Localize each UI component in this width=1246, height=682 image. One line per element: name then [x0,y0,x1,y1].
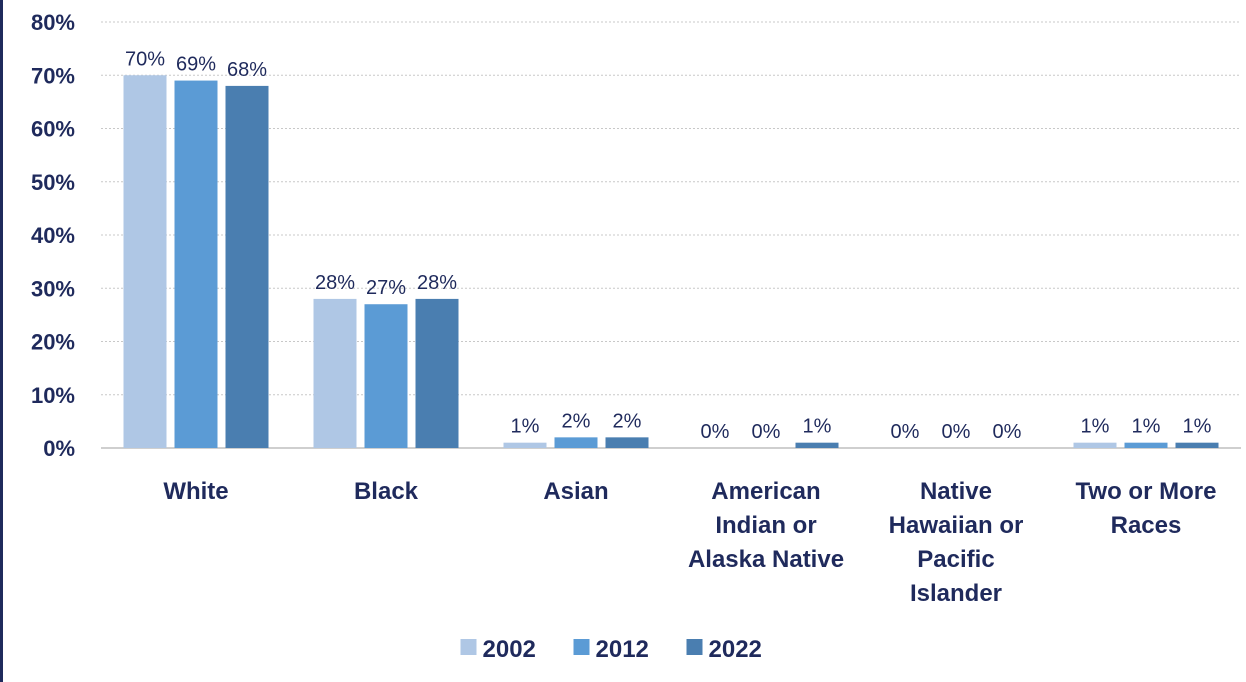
x-tick-label: Races [1111,512,1182,539]
data-label: 2% [613,410,642,432]
y-tick-label: 50% [31,170,75,195]
bar-2022 [415,298,459,448]
data-label: 1% [803,416,832,438]
legend-label: 2012 [596,636,649,663]
data-label: 1% [1081,416,1110,438]
y-tick-label: 20% [31,330,75,355]
x-tick-label: Native [920,478,992,505]
data-label: 28% [315,272,355,294]
x-tick-label: Two or More [1076,478,1217,505]
bar-2022 [795,442,839,448]
data-label: 27% [366,277,406,299]
data-label: 0% [942,421,971,443]
y-tick-label: 80% [31,10,75,35]
legend-swatch [460,639,477,655]
bar-2012 [1124,442,1168,448]
data-label: 1% [511,416,540,438]
x-tick-label: Pacific [917,546,994,573]
data-label: 0% [701,421,730,443]
data-label: 0% [891,421,920,443]
x-tick-label: Black [354,478,419,505]
data-label: 28% [417,272,457,294]
data-label: 70% [125,48,165,70]
bar-2002 [313,298,357,448]
y-tick-label: 30% [31,276,75,301]
bar-2002 [503,442,547,448]
x-tick-label: Alaska Native [688,546,844,573]
x-tick-label: Indian or [715,512,816,539]
bar-2002 [123,75,167,448]
data-label: 1% [1183,416,1212,438]
data-label: 69% [176,54,216,76]
bar-2012 [364,304,408,448]
data-label: 1% [1132,416,1161,438]
x-tick-label: American [711,478,820,505]
y-tick-label: 40% [31,223,75,248]
legend-swatch [573,639,590,655]
x-tick-label: Hawaiian or [889,512,1024,539]
y-tick-label: 0% [43,436,75,461]
data-label: 0% [752,421,781,443]
x-tick-label: Asian [543,478,608,505]
data-label: 0% [993,421,1022,443]
bar-2012 [554,437,598,448]
x-tick-label: Islander [910,580,1002,607]
bar-2022 [225,85,269,449]
data-label: 68% [227,59,267,81]
bar-chart: 0% 10% 20% 30% 40% 50% 60% 70% 80% 70% 69% 68% White… [31,10,1241,663]
bar-2022 [1175,442,1219,448]
legend-label: 2022 [709,636,762,663]
bar-2012 [174,80,218,448]
bar-2002 [1073,442,1117,448]
legend-swatch [686,639,703,655]
y-tick-label: 70% [31,63,75,88]
bar-2022 [605,437,649,448]
data-label: 2% [562,410,591,432]
x-tick-label: White [163,478,228,505]
y-tick-label: 10% [31,383,75,408]
legend-label: 2002 [483,636,536,663]
y-tick-label: 60% [31,117,75,142]
